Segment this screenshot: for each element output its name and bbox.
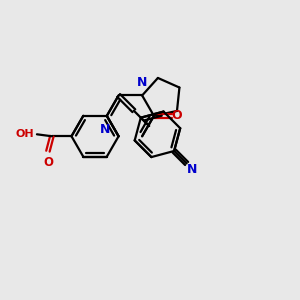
Text: N: N: [187, 163, 197, 176]
Text: O: O: [171, 110, 182, 122]
Text: N: N: [100, 123, 110, 136]
Text: N: N: [137, 76, 147, 89]
Text: O: O: [43, 156, 53, 169]
Text: OH: OH: [15, 129, 34, 139]
